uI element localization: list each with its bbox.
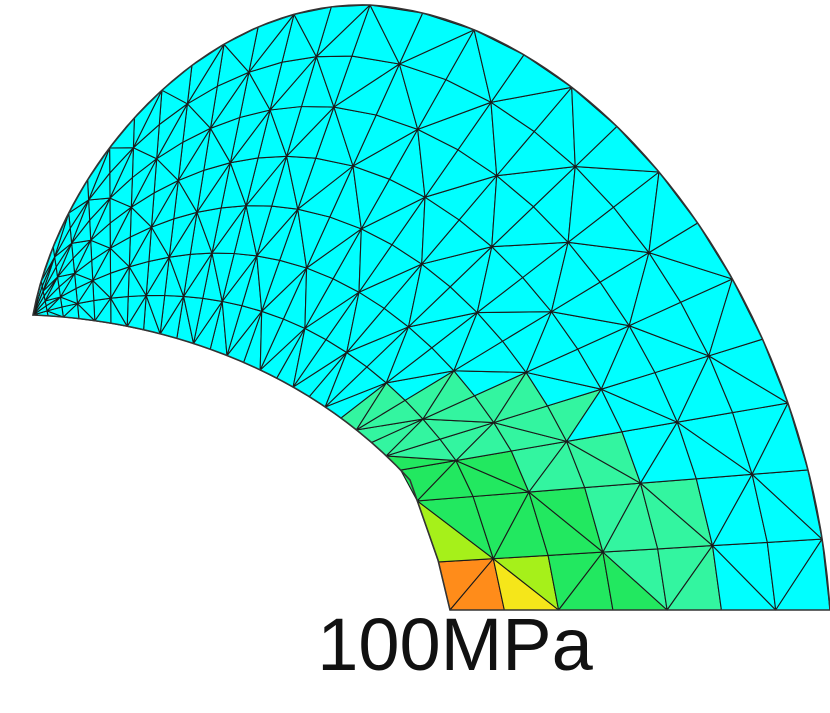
mesh-element [571,86,618,168]
mesh-element [473,29,525,103]
load-label: 100MPa [317,603,593,686]
mesh-element [708,278,764,357]
mesh-element [369,4,424,65]
mesh-outline [32,4,830,611]
fem-mesh [32,4,830,611]
